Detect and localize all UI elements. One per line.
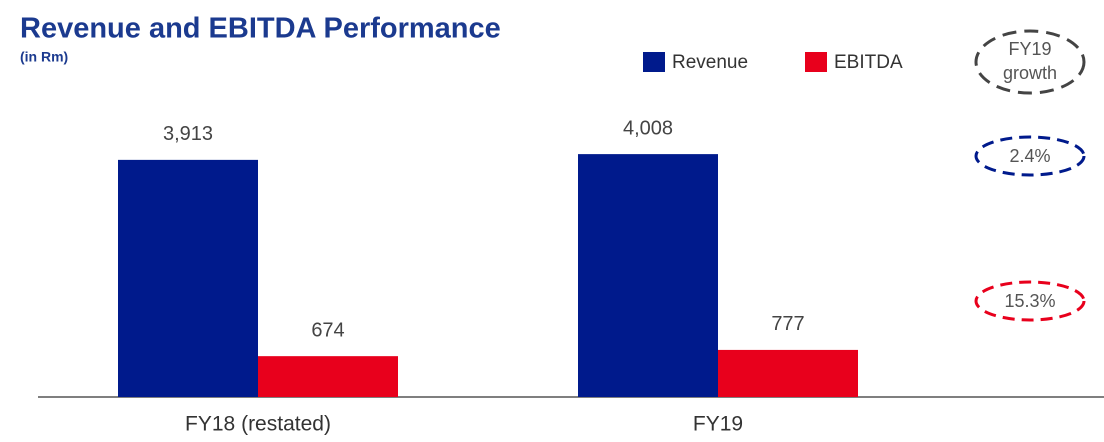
- growth-label: 2.4%: [1009, 146, 1050, 166]
- growth-header: FY19: [1008, 39, 1051, 59]
- chart-title: Revenue and EBITDA Performance: [20, 13, 501, 45]
- growth-oval: [974, 135, 1086, 177]
- x-tick-label: FY18 (restated): [185, 413, 331, 436]
- value-label: 3,913: [163, 123, 213, 145]
- bar: [118, 159, 258, 397]
- legend-swatch: [643, 52, 665, 72]
- chart-subtitle: (in Rm): [20, 49, 68, 65]
- value-label: 777: [771, 313, 804, 335]
- x-tick-label: FY19: [693, 413, 743, 436]
- value-label: 4,008: [623, 117, 673, 139]
- legend-label: EBITDA: [834, 52, 903, 73]
- bar: [718, 349, 858, 397]
- bar: [258, 356, 398, 397]
- legend-label: Revenue: [672, 52, 748, 73]
- growth-label: 15.3%: [1004, 291, 1055, 311]
- growth-header: growth: [1003, 63, 1057, 83]
- growth-header-oval: [974, 29, 1086, 95]
- bar: [578, 154, 718, 397]
- value-label: 674: [311, 319, 344, 341]
- legend-swatch: [805, 52, 827, 72]
- growth-oval: [974, 280, 1086, 322]
